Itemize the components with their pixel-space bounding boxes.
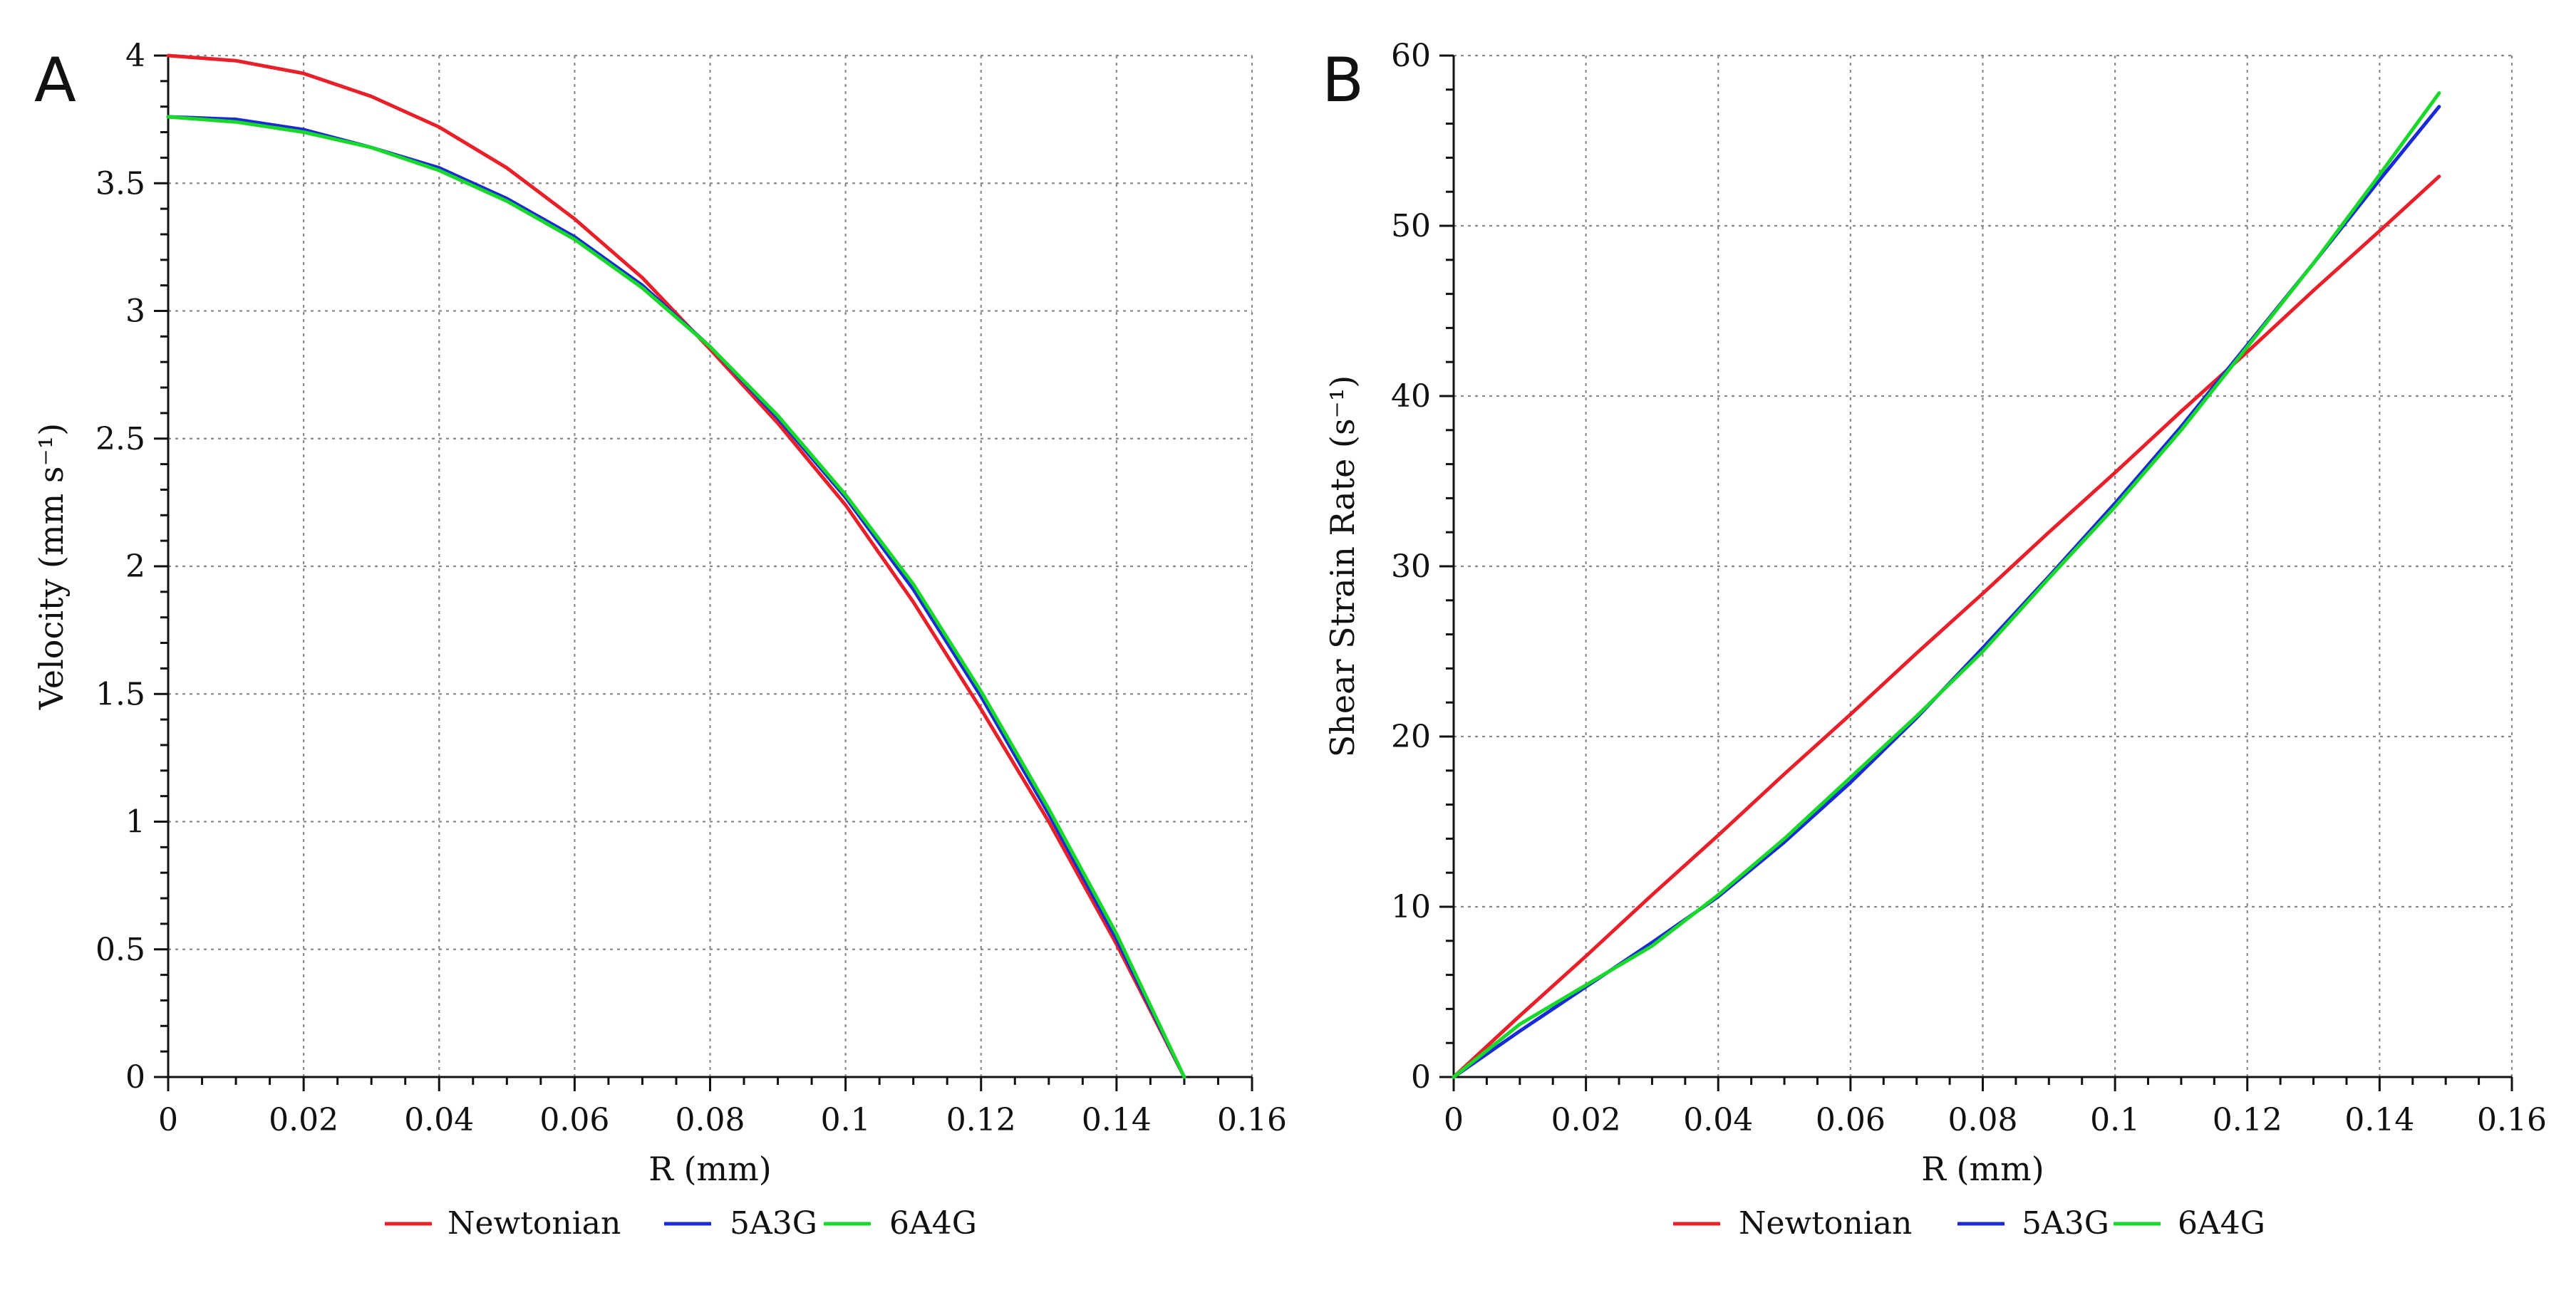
y-tick-label: 1: [125, 804, 145, 841]
x-tick-label: 0.04: [404, 1102, 474, 1138]
y-tick-label: 10: [1391, 889, 1431, 925]
y-tick-label: 20: [1391, 719, 1431, 755]
x-tick-label: 0.04: [1683, 1102, 1753, 1138]
y-tick-label: 2: [125, 548, 145, 585]
x-tick-label: 0: [158, 1102, 178, 1138]
x-tick-label: 0.1: [2090, 1102, 2140, 1138]
series-line-6a4g: [166, 115, 1186, 1079]
x-axis-title: R (mm): [648, 1150, 771, 1188]
x-tick-label: 0.06: [539, 1102, 609, 1138]
x-tick-label: 0.08: [676, 1102, 745, 1138]
legend-label-newtonian: Newtonian: [1739, 1205, 1912, 1242]
x-axis-title: R (mm): [1921, 1150, 2044, 1188]
y-tick-label: 2.5: [95, 421, 145, 457]
x-tick-label: 0.08: [1948, 1102, 2018, 1138]
x-tick-label: 0.14: [2344, 1102, 2414, 1138]
shear-strain-rate-chart: 0 0.02 0.04 0.06 0.08 0.1 0.12 0.14 0.16 0 10 20 30 4…: [1323, 38, 2547, 1242]
y-tick-label: 0: [1411, 1059, 1431, 1096]
legend-label-5a3g: 5A3G: [2022, 1205, 2109, 1242]
y-tick-label: 0.5: [95, 932, 145, 968]
y-axis-title: Velocity (mm s⁻¹): [32, 423, 71, 710]
y-tick-label: 50: [1391, 208, 1431, 244]
y-tick-label: 60: [1391, 38, 1431, 74]
legend-label-newtonian: Newtonian: [448, 1205, 621, 1242]
panel-b-letter: B: [1322, 45, 1364, 116]
x-tick-label: 0.02: [269, 1102, 338, 1138]
x-tick-label: 0.16: [1217, 1102, 1287, 1138]
series-line-5a3g: [166, 115, 1186, 1079]
y-axis-title: Shear Strain Rate (s⁻¹): [1323, 375, 1362, 757]
y-tick-label: 30: [1391, 548, 1431, 585]
y-tick-label: 40: [1391, 378, 1431, 415]
x-tick-label: 0: [1444, 1102, 1464, 1138]
legend-label-5a3g: 5A3G: [730, 1205, 817, 1242]
velocity-chart: 0 0.02 0.04 0.06 0.08 0.1 0.12 0.14 0.16 0 0.5 1 1.5…: [32, 38, 1287, 1242]
x-tick-label: 0.1: [821, 1102, 871, 1138]
y-tick-label: 1.5: [95, 676, 145, 712]
x-tick-label: 0.02: [1551, 1102, 1621, 1138]
panel-a-letter: A: [34, 45, 76, 116]
y-tick-label: 4: [125, 38, 145, 74]
y-tick-label: 3: [125, 293, 145, 330]
x-tick-label: 0.12: [2213, 1102, 2282, 1138]
legend-label-6a4g: 6A4G: [2178, 1205, 2265, 1242]
legend-label-6a4g: 6A4G: [889, 1205, 977, 1242]
series-line-5a3g: [1452, 105, 2441, 1079]
series-line-newtonian: [166, 53, 1186, 1079]
y-tick-label: 0: [125, 1059, 145, 1096]
x-tick-label: 0.06: [1816, 1102, 1886, 1138]
x-tick-label: 0.12: [946, 1102, 1016, 1138]
x-tick-label: 0.16: [2477, 1102, 2547, 1138]
series-line-newtonian: [1452, 175, 2441, 1079]
series-line-6a4g: [1452, 91, 2441, 1079]
y-tick-label: 3.5: [95, 165, 145, 202]
x-tick-label: 0.14: [1082, 1102, 1152, 1138]
